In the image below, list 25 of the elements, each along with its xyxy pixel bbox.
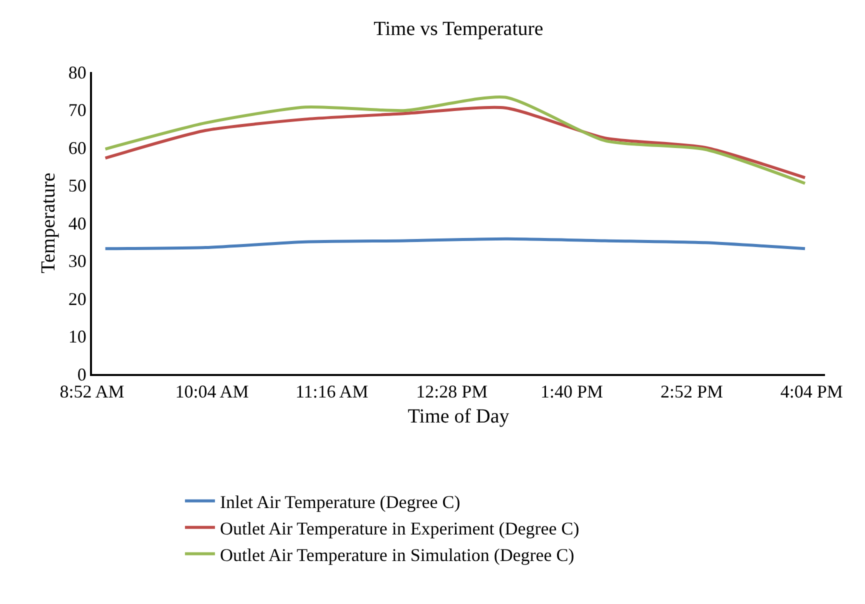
x-tick-label: 12:28 PM — [416, 382, 488, 402]
legend-label: Outlet Air Temperature in Simulation (Degree C) — [220, 544, 574, 565]
line-series — [104, 96, 807, 185]
x-tick-label: 1:40 PM — [540, 382, 604, 402]
x-tick-label: 2:52 PM — [660, 382, 723, 402]
x-tick-label: 8:52 AM — [60, 382, 124, 402]
y-tick-label: 0 — [77, 364, 86, 384]
chart-title: Time vs Temperature — [374, 18, 544, 40]
y-tick-label: 50 — [68, 176, 86, 196]
line-series — [104, 106, 807, 180]
legend-label: Outlet Air Temperature in Experiment (Degree C) — [220, 518, 580, 538]
y-tick-label: 80 — [68, 62, 86, 82]
x-axis-title: Time of Day — [408, 406, 510, 428]
x-tick-label: 11:16 AM — [295, 382, 368, 402]
y-tick-label: 30 — [68, 251, 86, 272]
y-tick-label: 20 — [68, 288, 86, 309]
x-tick-label: 10:04 AM — [175, 382, 249, 402]
y-axis-title: Temperature — [37, 172, 60, 274]
line-series — [104, 237, 807, 250]
y-tick-label: 10 — [68, 326, 86, 347]
y-tick-label: 70 — [68, 100, 86, 120]
legend-label: Inlet Air Temperature (Degree C) — [220, 492, 460, 512]
y-tick-label: 40 — [68, 213, 86, 234]
x-tick-label: 4:04 PM — [780, 382, 843, 402]
y-tick-label: 60 — [68, 138, 86, 158]
